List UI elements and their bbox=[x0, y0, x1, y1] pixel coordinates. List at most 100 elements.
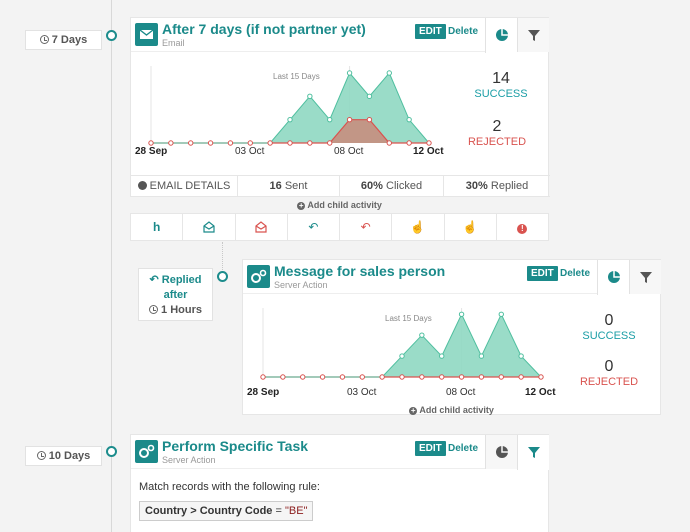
activity-title[interactable]: Perform Specific Task bbox=[162, 438, 309, 454]
series-area-success bbox=[263, 314, 541, 377]
plus-icon: + bbox=[409, 406, 418, 415]
filter-icon bbox=[528, 447, 540, 458]
gears-icon bbox=[135, 440, 158, 463]
data-point bbox=[399, 353, 405, 359]
interval-badge: 10 Days bbox=[25, 446, 102, 466]
x-tick-label: 12 Oct bbox=[525, 387, 556, 398]
plus-icon: + bbox=[297, 201, 306, 210]
sent-stat[interactable]: 16 Sent bbox=[238, 176, 340, 196]
chart-range-label: Last 15 Days bbox=[385, 314, 432, 323]
envelope-open-icon[interactable] bbox=[183, 214, 236, 240]
data-point bbox=[406, 140, 412, 146]
activity-title[interactable]: Message for sales person bbox=[274, 263, 446, 279]
clicked-stat[interactable]: 60% Clicked bbox=[340, 176, 444, 196]
delete-button[interactable]: Delete bbox=[448, 443, 479, 454]
data-point bbox=[366, 116, 373, 123]
x-tick-label: 03 Oct bbox=[347, 387, 377, 398]
data-point bbox=[386, 70, 392, 76]
tab-filter[interactable] bbox=[517, 435, 549, 470]
data-point bbox=[359, 374, 365, 380]
activity-header: Message for sales person Server Action E… bbox=[243, 260, 661, 295]
replied-stat[interactable]: 30% Replied bbox=[465, 180, 529, 192]
x-tick-label: 12 Oct bbox=[413, 146, 444, 157]
activity-type: Server Action bbox=[274, 280, 328, 290]
email-stats-row: EMAIL DETAILS 16 Sent 60% Clicked 30% Re… bbox=[131, 175, 550, 197]
activity-chart bbox=[260, 308, 544, 380]
email-details-button[interactable]: EMAIL DETAILS bbox=[131, 176, 238, 196]
data-point bbox=[327, 140, 333, 146]
data-point bbox=[478, 353, 485, 359]
series-area-rejected bbox=[151, 119, 429, 143]
timeline-node bbox=[217, 271, 228, 282]
data-point bbox=[538, 374, 544, 380]
tree-icon[interactable]: h bbox=[131, 214, 184, 240]
rejected-stat: 0 REJECTED bbox=[569, 358, 649, 388]
data-point bbox=[168, 140, 174, 146]
delete-button[interactable]: Delete bbox=[560, 268, 591, 279]
series-area-success bbox=[151, 73, 429, 143]
rejected-label: REJECTED bbox=[579, 376, 639, 388]
reply-red-icon[interactable]: ↶ bbox=[340, 214, 393, 240]
data-point bbox=[346, 116, 353, 123]
chart-range-label: Last 15 Days bbox=[273, 72, 320, 81]
data-point bbox=[379, 374, 385, 380]
activity-title[interactable]: After 7 days (if not partner yet) bbox=[162, 21, 366, 37]
tab-filter[interactable] bbox=[629, 260, 661, 294]
gears-icon bbox=[247, 265, 270, 288]
success-label: SUCCESS bbox=[474, 88, 528, 100]
tab-graph[interactable] bbox=[597, 260, 629, 295]
data-point bbox=[426, 140, 432, 146]
click-red-icon[interactable]: ☝ bbox=[445, 214, 497, 240]
x-tick-label: 03 Oct bbox=[235, 146, 265, 157]
activity-header: After 7 days (if not partner yet) Email … bbox=[131, 18, 549, 53]
data-point bbox=[188, 140, 194, 146]
success-count: 0 bbox=[604, 312, 614, 329]
rejected-count: 2 bbox=[492, 118, 502, 135]
click-icon[interactable]: ☝ bbox=[392, 214, 445, 240]
pie-chart-icon bbox=[137, 181, 147, 190]
rejected-count: 0 bbox=[604, 358, 614, 375]
data-point bbox=[280, 374, 286, 380]
add-child-activity-button[interactable]: + Add child activity bbox=[297, 200, 382, 210]
clock-icon bbox=[39, 35, 49, 44]
pie-chart-icon bbox=[608, 271, 620, 283]
bounce-icon[interactable]: ! bbox=[497, 214, 548, 240]
reply-icon: ↶ bbox=[149, 274, 159, 286]
data-point bbox=[346, 70, 353, 76]
success-stat: 14 SUCCESS bbox=[461, 70, 541, 100]
envelope-open-red-icon[interactable] bbox=[236, 214, 288, 240]
edit-button[interactable]: EDIT bbox=[415, 24, 446, 39]
data-point bbox=[307, 93, 313, 100]
data-point bbox=[406, 116, 412, 123]
edit-button[interactable]: EDIT bbox=[527, 266, 558, 281]
reply-icon[interactable]: ↶ bbox=[288, 214, 340, 240]
rejected-stat: 2 REJECTED bbox=[457, 118, 537, 148]
data-point bbox=[439, 374, 445, 380]
add-child-activity-button[interactable]: + Add child activity bbox=[409, 405, 494, 415]
tab-graph[interactable] bbox=[485, 435, 517, 469]
activity-type: Email bbox=[162, 38, 185, 48]
data-point bbox=[207, 140, 214, 146]
tab-graph[interactable] bbox=[485, 18, 517, 53]
data-point bbox=[307, 140, 313, 146]
data-point bbox=[227, 140, 234, 146]
tab-filter[interactable] bbox=[517, 18, 549, 52]
data-point bbox=[366, 93, 373, 100]
data-point bbox=[399, 374, 405, 380]
filter-icon bbox=[640, 272, 652, 283]
delete-button[interactable]: Delete bbox=[448, 26, 479, 37]
filter-icon bbox=[528, 30, 540, 41]
success-count: 14 bbox=[492, 70, 510, 87]
data-point bbox=[386, 140, 392, 146]
timeline-node bbox=[106, 446, 117, 457]
data-point bbox=[148, 140, 154, 146]
data-point bbox=[458, 374, 465, 380]
edit-button[interactable]: EDIT bbox=[415, 441, 446, 456]
data-point bbox=[327, 116, 333, 123]
activity-card: Perform Specific Task Server Action EDIT… bbox=[130, 434, 549, 532]
data-point bbox=[518, 374, 524, 380]
timeline-line bbox=[111, 0, 112, 532]
data-point bbox=[267, 140, 273, 146]
data-point bbox=[287, 140, 293, 146]
x-tick-label: 28 Sep bbox=[247, 387, 280, 398]
